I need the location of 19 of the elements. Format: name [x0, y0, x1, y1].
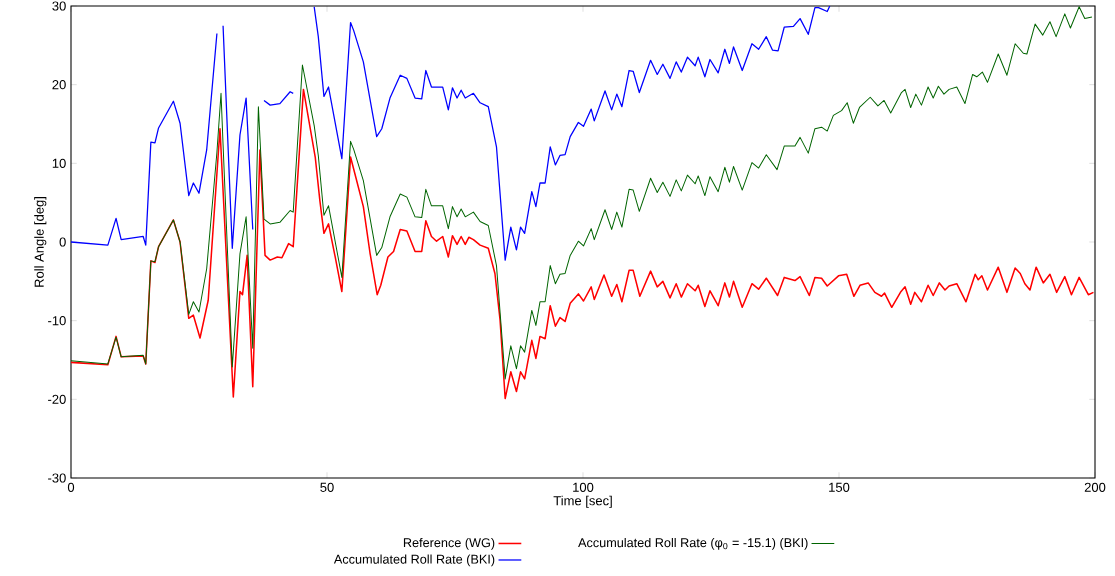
x-tick-label: 0	[67, 482, 75, 492]
y-tick-label: 10	[52, 158, 66, 168]
y-tick-label: 30	[52, 1, 66, 11]
y-tick-label: -30	[48, 473, 66, 483]
x-tick-label: 100	[573, 482, 594, 492]
y-tick-label: 0	[59, 237, 66, 247]
legend-label: Reference (WG)	[403, 537, 495, 550]
line-series	[71, 6, 1093, 380]
y-tick-label: 20	[52, 80, 66, 90]
y-axis-title: Roll Angle [deg]	[34, 197, 47, 287]
x-axis-title: Time [sec]	[553, 495, 612, 508]
legend-label: Accumulated Roll Rate (BKI)	[333, 554, 495, 567]
y-tick-label: -20	[48, 394, 66, 404]
legend-label: Accumulated Roll Rate (φ$_{0}$ = -15.1) (BKI)	[578, 537, 808, 550]
x-tick-label: 200	[1084, 482, 1106, 492]
y-tick-label: -10	[48, 316, 66, 326]
line-series	[71, 88, 1095, 400]
x-tick-label: 50	[320, 482, 334, 492]
x-tick-label: 150	[829, 482, 850, 492]
